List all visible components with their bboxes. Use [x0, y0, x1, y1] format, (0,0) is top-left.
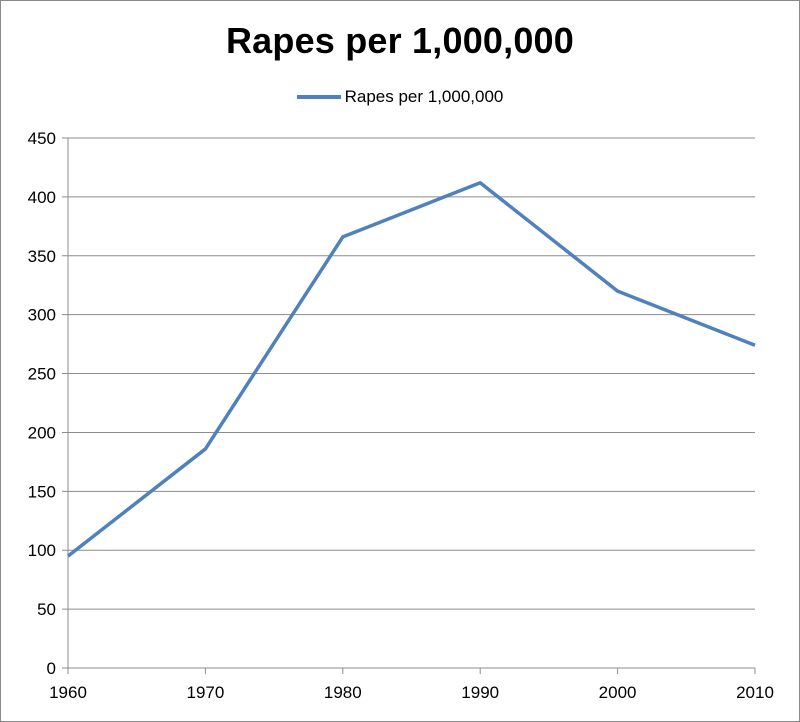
y-tick-label-150: 150 — [28, 482, 56, 501]
x-tick-label-2000: 2000 — [599, 683, 637, 702]
y-tick-label-250: 250 — [28, 365, 56, 384]
y-tick-label-100: 100 — [28, 541, 56, 560]
y-tick-label-0: 0 — [47, 659, 56, 678]
y-tick-label-200: 200 — [28, 423, 56, 442]
data-point-1980 — [341, 235, 345, 239]
data-point-2010 — [753, 343, 757, 347]
x-tick-label-1980: 1980 — [324, 683, 362, 702]
x-tick-label-1960: 1960 — [49, 683, 87, 702]
legend-line-swatch — [296, 95, 341, 99]
x-tick-label-1970: 1970 — [186, 683, 224, 702]
y-tick-label-300: 300 — [28, 306, 56, 325]
legend: Rapes per 1,000,000 — [1, 87, 799, 107]
data-point-2000 — [616, 289, 620, 293]
y-tick-label-400: 400 — [28, 188, 56, 207]
legend-label: Rapes per 1,000,000 — [344, 87, 504, 106]
data-point-1960 — [66, 554, 70, 558]
chart-title: Rapes per 1,000,000 — [225, 20, 575, 61]
y-tick-label-450: 450 — [28, 129, 56, 148]
data-point-1990 — [478, 181, 482, 185]
series-line-0 — [66, 181, 756, 558]
y-tick-label-50: 50 — [37, 600, 56, 619]
data-point-1970 — [203, 447, 207, 451]
x-tick-label-1990: 1990 — [461, 683, 499, 702]
y-tick-label-350: 350 — [28, 247, 56, 266]
x-tick-label-2010: 2010 — [736, 683, 774, 702]
